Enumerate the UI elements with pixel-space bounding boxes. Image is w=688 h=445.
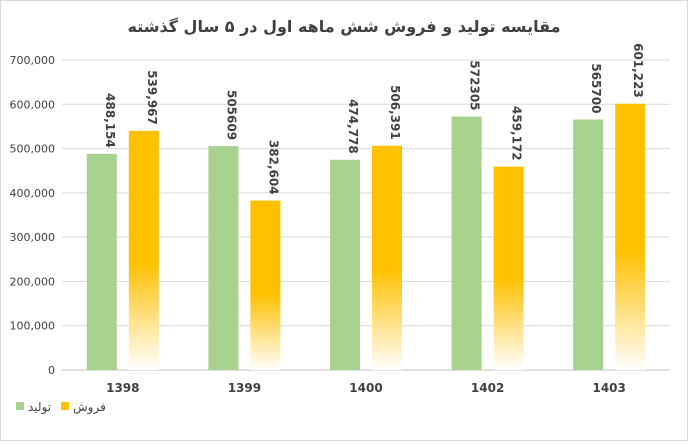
data-label: 505609 (224, 90, 238, 140)
data-label: 459,172 (510, 106, 524, 161)
data-label: 539,967 (145, 70, 159, 125)
x-tick-label: 1399 (228, 381, 261, 395)
y-tick-label: 200,000 (10, 275, 56, 288)
y-tick-label: 400,000 (10, 187, 56, 200)
data-label: 474,778 (346, 99, 360, 154)
legend-label: فروش (73, 400, 106, 415)
data-label: 565700 (589, 63, 603, 113)
x-tick-label: 1400 (349, 381, 382, 395)
x-tick-label: 1403 (592, 381, 625, 395)
chart-title: مقایسه تولید و فروش شش ماهه اول در ۵ سال… (127, 17, 560, 36)
data-label: 488,154 (103, 93, 117, 148)
data-label: 572305 (468, 60, 482, 110)
legend-swatch (16, 402, 24, 410)
bar (86, 153, 117, 370)
data-label: 506,391 (388, 85, 402, 140)
y-tick-label: 100,000 (10, 320, 56, 333)
y-tick-label: 600,000 (10, 98, 56, 111)
legend-swatch (61, 402, 69, 410)
x-tick-label: 1398 (106, 381, 139, 395)
y-tick-label: 500,000 (10, 143, 56, 156)
bar (573, 119, 604, 371)
bar (208, 146, 239, 370)
legend-label: تولید (28, 400, 51, 415)
bar (615, 103, 646, 370)
bar (128, 130, 159, 370)
bar (451, 116, 482, 370)
x-tick-label: 1402 (471, 381, 504, 395)
y-tick-label: 0 (48, 364, 55, 377)
bar (330, 159, 360, 370)
data-label: 382,604 (266, 140, 280, 195)
y-tick-label: 300,000 (10, 231, 56, 244)
bar (250, 200, 281, 370)
y-tick-label: 700,000 (10, 54, 56, 67)
bar (372, 145, 402, 370)
bar (493, 166, 524, 370)
data-label: 601,223 (631, 43, 645, 98)
